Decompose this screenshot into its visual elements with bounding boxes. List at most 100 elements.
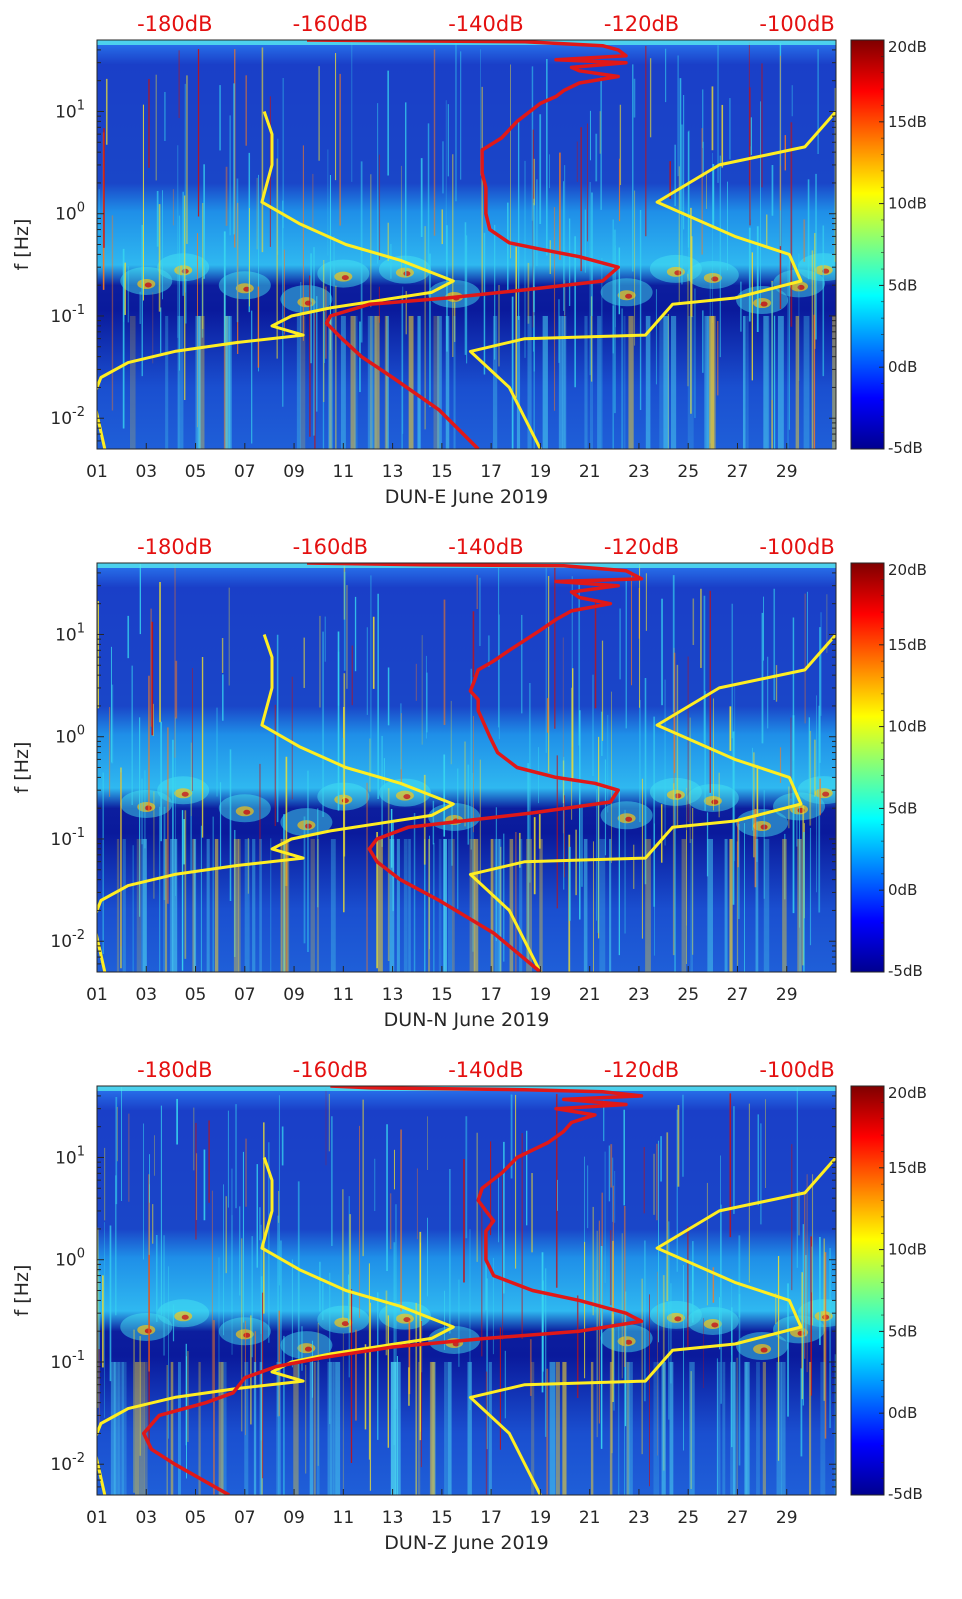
x-tick-label: 23 bbox=[628, 985, 650, 1005]
x-tick-label: 13 bbox=[382, 462, 404, 482]
x-tick-label: 23 bbox=[628, 462, 650, 482]
x-tick-label: 01 bbox=[86, 1508, 108, 1528]
y-tick-label: 101 bbox=[55, 621, 85, 645]
colorbar-tick-label: -5dB bbox=[888, 1485, 923, 1503]
y-tick-label: 100 bbox=[55, 724, 85, 748]
colorbar bbox=[850, 39, 885, 450]
x-axis-title: DUN-N June 2019 bbox=[384, 1009, 550, 1031]
x-tick-label: 11 bbox=[333, 462, 355, 482]
high-noise-model-line-1 bbox=[468, 110, 836, 449]
psd-line-3 bbox=[141, 1086, 644, 1495]
x-tick-label: 05 bbox=[185, 985, 207, 1005]
colorbar-tick-label: 0dB bbox=[888, 881, 917, 899]
psd-line-1 bbox=[306, 40, 628, 449]
y-tick-label: 10-2 bbox=[50, 1451, 85, 1475]
x-tick-label: 09 bbox=[283, 462, 305, 482]
x-tick-label: 09 bbox=[283, 1508, 305, 1528]
spectrogram-panel-1: 01 03 05 07 09 11 13 15 17 19 21 23 25 27 29 -180dB -160… bbox=[11, 12, 927, 508]
y-tick-label: 100 bbox=[55, 201, 85, 225]
colorbar-tick-label: -5dB bbox=[888, 962, 923, 980]
top-db-tick-label: -160dB bbox=[293, 535, 368, 559]
colorbar-tick-label: 5dB bbox=[888, 799, 917, 817]
x-tick-label: 17 bbox=[480, 462, 502, 482]
x-axis-title: DUN-Z June 2019 bbox=[384, 1532, 548, 1554]
top-db-tick-label: -180dB bbox=[137, 1058, 212, 1082]
x-tick-label: 13 bbox=[382, 985, 404, 1005]
colorbar-tick-label: 20dB bbox=[888, 561, 927, 579]
x-tick-label: 17 bbox=[480, 985, 502, 1005]
top-db-tick-label: -120dB bbox=[604, 1058, 679, 1082]
x-tick-label: 21 bbox=[579, 985, 601, 1005]
colorbar-tick-label: 10dB bbox=[888, 718, 927, 736]
top-db-tick-label: -180dB bbox=[137, 535, 212, 559]
top-db-tick-label: -100dB bbox=[759, 535, 834, 559]
x-tick-label: 15 bbox=[431, 462, 453, 482]
spectrogram-panel-3: 01 03 05 07 09 11 13 15 17 19 21 23 25 27 29 -180dB -160… bbox=[11, 1058, 927, 1554]
top-db-tick-label: -100dB bbox=[759, 1058, 834, 1082]
x-tick-label: 27 bbox=[727, 462, 749, 482]
y-tick-label: 10-1 bbox=[50, 1349, 85, 1373]
x-tick-label: 17 bbox=[480, 1508, 502, 1528]
top-db-tick-label: -140dB bbox=[448, 12, 523, 36]
x-tick-label: 25 bbox=[677, 462, 699, 482]
x-tick-label: 25 bbox=[677, 985, 699, 1005]
top-db-tick-label: -100dB bbox=[759, 12, 834, 36]
colorbar-tick-label: 0dB bbox=[888, 1404, 917, 1422]
x-tick-label: 01 bbox=[86, 985, 108, 1005]
y-axis-title: f [Hz] bbox=[11, 1265, 33, 1317]
colorbar-tick-label: 5dB bbox=[888, 1322, 917, 1340]
x-tick-label: 09 bbox=[283, 985, 305, 1005]
x-tick-label: 29 bbox=[776, 985, 798, 1005]
colorbar bbox=[850, 562, 885, 973]
colorbar-tick-label: 15dB bbox=[888, 113, 927, 131]
top-db-tick-label: -160dB bbox=[293, 12, 368, 36]
x-tick-label: 15 bbox=[431, 985, 453, 1005]
microseism-blobs bbox=[120, 776, 836, 838]
psd-line-2 bbox=[306, 563, 644, 972]
x-tick-label: 07 bbox=[234, 1508, 256, 1528]
x-tick-label: 19 bbox=[530, 1508, 552, 1528]
x-tick-label: 07 bbox=[234, 985, 256, 1005]
x-tick-label: 03 bbox=[135, 1508, 157, 1528]
x-tick-label: 19 bbox=[530, 462, 552, 482]
transient-streaks bbox=[97, 1086, 836, 1495]
spectrogram-panel-2: 01 03 05 07 09 11 13 15 17 19 21 23 25 27 29 -180dB -160… bbox=[11, 535, 927, 1031]
transient-streaks bbox=[98, 40, 836, 449]
x-tick-label: 19 bbox=[530, 985, 552, 1005]
low-noise-model-line-3 bbox=[97, 1157, 455, 1495]
top-db-tick-label: -180dB bbox=[137, 12, 212, 36]
top-db-tick-label: -120dB bbox=[604, 12, 679, 36]
x-tick-label: 29 bbox=[776, 1508, 798, 1528]
spectrogram-image bbox=[97, 1086, 836, 1495]
x-tick-label: 05 bbox=[185, 1508, 207, 1528]
colorbar-tick-label: 15dB bbox=[888, 636, 927, 654]
x-tick-label: 21 bbox=[579, 462, 601, 482]
x-tick-label: 25 bbox=[677, 1508, 699, 1528]
low-noise-model-line-1 bbox=[97, 111, 455, 449]
x-tick-label: 05 bbox=[185, 462, 207, 482]
colorbar-tick-label: 10dB bbox=[888, 195, 927, 213]
x-tick-label: 21 bbox=[579, 1508, 601, 1528]
x-tick-label: 11 bbox=[333, 1508, 355, 1528]
colorbar-tick-label: 20dB bbox=[888, 38, 927, 56]
y-axis-title: f [Hz] bbox=[11, 742, 33, 794]
y-tick-label: 10-2 bbox=[50, 928, 85, 952]
y-tick-label: 10-1 bbox=[50, 303, 85, 327]
colorbar-tick-label: -5dB bbox=[888, 439, 923, 457]
x-tick-label: 03 bbox=[135, 985, 157, 1005]
y-tick-label: 10-2 bbox=[50, 405, 85, 429]
top-db-tick-label: -160dB bbox=[293, 1058, 368, 1082]
spectrogram-image bbox=[97, 563, 836, 972]
top-db-tick-label: -140dB bbox=[448, 535, 523, 559]
high-noise-model-line-3 bbox=[468, 1156, 836, 1495]
x-tick-label: 15 bbox=[431, 1508, 453, 1528]
x-axis-title: DUN-E June 2019 bbox=[385, 486, 548, 508]
x-tick-label: 01 bbox=[86, 462, 108, 482]
x-tick-label: 27 bbox=[727, 1508, 749, 1528]
y-tick-label: 101 bbox=[55, 98, 85, 122]
top-db-tick-label: -140dB bbox=[448, 1058, 523, 1082]
colorbar-tick-label: 0dB bbox=[888, 358, 917, 376]
colorbar bbox=[850, 1085, 885, 1496]
x-tick-label: 13 bbox=[382, 1508, 404, 1528]
